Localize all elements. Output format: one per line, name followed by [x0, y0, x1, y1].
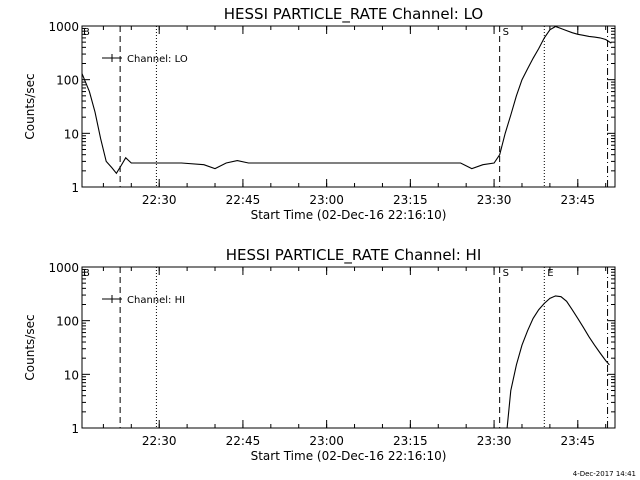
- x-tick-label: 23:30: [477, 434, 512, 448]
- x-tick-label: 23:00: [309, 434, 344, 448]
- plot-frame: [81, 266, 616, 429]
- corner-label: B: [83, 268, 90, 279]
- x-tick-label: 23:45: [560, 193, 595, 207]
- x-tick-label: 22:30: [142, 193, 177, 207]
- y-tick-label: 1000: [48, 20, 79, 34]
- marker-label: E: [547, 268, 553, 279]
- series-line-0: [81, 25, 612, 175]
- x-tick-label: 22:45: [226, 434, 261, 448]
- y-axis-label: Counts/sec: [23, 314, 37, 380]
- x-tick-label: 22:45: [226, 193, 261, 207]
- y-axis-label: Counts/sec: [23, 73, 37, 139]
- x-tick-label: 22:30: [142, 434, 177, 448]
- corner-label: B: [83, 27, 90, 38]
- legend-label: Channel: LO: [127, 54, 188, 65]
- y-tick-label: 10: [64, 127, 79, 141]
- y-tick-label: 1: [71, 181, 79, 195]
- y-tick-label: 100: [56, 74, 79, 88]
- chart-panel-1: HESSI PARTICLE_RATE Channel: HI 1 10 100 100…: [23, 246, 616, 463]
- chart-title: HESSI PARTICLE_RATE Channel: LO: [224, 5, 483, 24]
- charts-root: HESSI PARTICLE_RATE Channel: LO 1 10 100 100…: [23, 5, 616, 463]
- chart-title: HESSI PARTICLE_RATE Channel: HI: [226, 246, 482, 265]
- y-tick-label: 10: [64, 368, 79, 382]
- y-tick-label: 100: [56, 315, 79, 329]
- x-axis-label: Start Time (02-Dec-16 22:16:10): [251, 449, 447, 463]
- series-line-0: [506, 295, 610, 429]
- legend-label: Channel: HI: [127, 295, 185, 306]
- plot-frame: [81, 25, 616, 188]
- x-tick-label: 23:00: [309, 193, 344, 207]
- marker-label: S: [503, 27, 509, 38]
- footer-timestamp: 4-Dec-2017 14:41: [573, 470, 636, 478]
- x-tick-label: 23:45: [560, 434, 595, 448]
- x-tick-label: 23:15: [393, 193, 428, 207]
- marker-label: S: [503, 268, 509, 279]
- x-tick-label: 23:15: [393, 434, 428, 448]
- x-axis-label: Start Time (02-Dec-16 22:16:10): [251, 208, 447, 222]
- x-tick-label: 23:30: [477, 193, 512, 207]
- chart-panel-0: HESSI PARTICLE_RATE Channel: LO 1 10 100 100…: [23, 5, 616, 222]
- y-tick-label: 1000: [48, 261, 79, 275]
- y-tick-label: 1: [71, 422, 79, 436]
